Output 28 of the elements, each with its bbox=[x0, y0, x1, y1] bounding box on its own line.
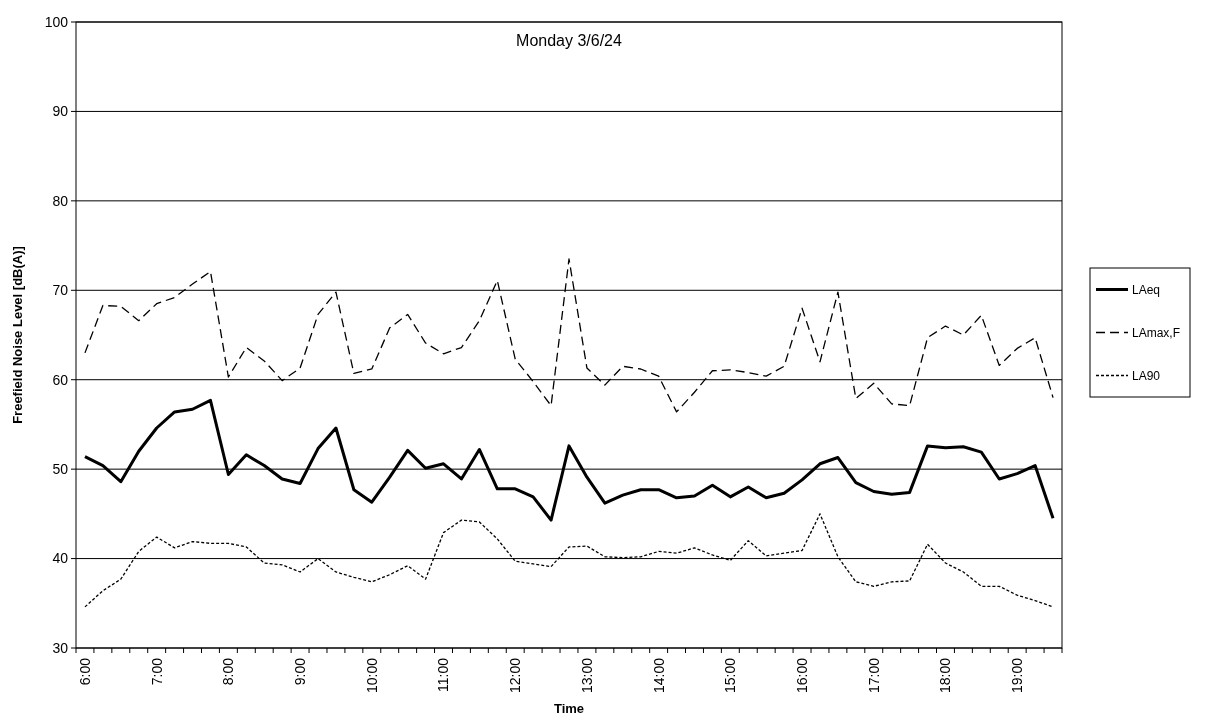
x-tick-label: 10:00 bbox=[363, 657, 380, 694]
x-tick-label: 12:00 bbox=[507, 657, 524, 694]
x-tick-label: 11:00 bbox=[435, 657, 452, 692]
y-tick-label: 90 bbox=[52, 103, 69, 120]
y-tick-label: 70 bbox=[52, 282, 69, 299]
y-tick-label: 80 bbox=[52, 192, 69, 209]
x-tick-label: 13:00 bbox=[578, 657, 595, 694]
x-tick-label: 7:00 bbox=[148, 657, 165, 686]
y-tick-label: 30 bbox=[52, 639, 69, 656]
y-tick-label: 40 bbox=[52, 550, 69, 567]
x-tick-label: 6:00 bbox=[76, 657, 93, 686]
y-tick-label: 60 bbox=[52, 371, 69, 388]
x-tick-label: 18:00 bbox=[937, 657, 954, 694]
x-tick-label: 14:00 bbox=[650, 657, 667, 694]
x-tick-label: 8:00 bbox=[220, 657, 237, 686]
x-tick-label: 9:00 bbox=[291, 657, 308, 686]
x-tick-label: 16:00 bbox=[793, 657, 810, 694]
y-tick-label: 50 bbox=[52, 461, 69, 478]
legend-label: LAeq bbox=[1132, 282, 1161, 297]
x-axis-title: Time bbox=[553, 701, 585, 716]
text: Monday 3/6/24 bbox=[516, 32, 623, 49]
legend-label: LA90 bbox=[1132, 368, 1161, 383]
x-tick-label: 17:00 bbox=[865, 657, 882, 694]
legend-label: LAmax,F bbox=[1132, 325, 1181, 340]
x-tick-label: 19:00 bbox=[1009, 657, 1026, 694]
x-tick-label: 15:00 bbox=[722, 657, 739, 694]
y-axis-title: Freefield Noise Level [dB(A)] bbox=[10, 246, 25, 424]
y-tick-label: 100 bbox=[44, 13, 69, 30]
